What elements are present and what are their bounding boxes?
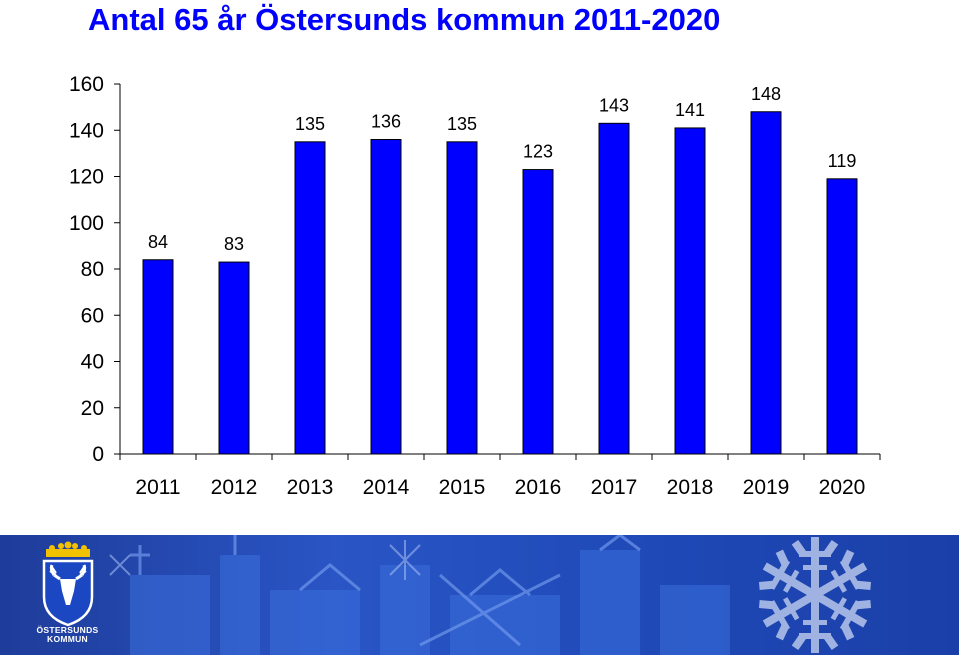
y-tick-label: 60: [81, 304, 104, 327]
y-tick-label: 120: [69, 166, 104, 189]
x-tick-label-2020: 2020: [819, 476, 866, 499]
bar-2016: [522, 169, 554, 455]
y-tick-label: 0: [92, 443, 104, 466]
x-tick-label-2011: 2011: [135, 476, 180, 499]
data-label-2012: 83: [224, 234, 244, 254]
snowflake-icon: [753, 537, 877, 653]
data-label-2013: 135: [295, 114, 325, 134]
y-tick-label: 40: [81, 351, 104, 374]
x-tick-label-2014: 2014: [363, 476, 410, 499]
bar-2020: [826, 178, 858, 455]
y-tick-label: 80: [81, 258, 104, 281]
bar-2018: [674, 127, 706, 455]
y-tick-label: 20: [81, 397, 104, 420]
x-tick-label-2019: 2019: [743, 476, 790, 499]
chart-title: Antal 65 år Östersunds kommun 2011-2020: [88, 2, 721, 37]
bar-2014: [370, 139, 402, 455]
data-label-2019: 148: [751, 84, 781, 104]
y-tick-label: 140: [69, 119, 104, 142]
x-tick-label-2016: 2016: [515, 476, 562, 499]
data-label-2017: 143: [599, 95, 629, 115]
data-label-2015: 135: [447, 114, 477, 134]
x-tick-label-2012: 2012: [211, 476, 258, 499]
data-label-2016: 123: [523, 142, 553, 162]
data-label-2014: 136: [371, 112, 401, 132]
x-tick-label-2017: 2017: [591, 476, 638, 499]
bar-2013: [294, 141, 326, 455]
logo-text: ÖSTERSUNDS KOMMUN: [30, 626, 105, 644]
x-tick-label-2018: 2018: [667, 476, 714, 499]
snowflake-pattern-background: [42, 535, 877, 655]
bar-2012: [218, 261, 250, 455]
bar-2019: [750, 111, 782, 455]
data-label-2020: 119: [828, 151, 857, 171]
y-tick-label: 100: [69, 212, 104, 235]
moose-coat-of-arms-icon: [42, 541, 94, 627]
bar-2015: [446, 141, 478, 455]
footer-banner: ÖSTERSUNDS KOMMUN: [0, 535, 959, 655]
y-tick-label: 160: [69, 73, 104, 96]
x-tick-label-2013: 2013: [287, 476, 334, 499]
bar-2011: [142, 259, 174, 455]
x-tick-label-2015: 2015: [439, 476, 486, 499]
bar-chart: 0 20 40 60 80 100 120 140 160 84 2011 83 2012 135 2013…: [69, 73, 881, 499]
logo-line2: KOMMUN: [47, 634, 88, 644]
logo-line1: ÖSTERSUNDS: [36, 625, 99, 635]
data-label-2018: 141: [675, 100, 705, 120]
bar-2017: [598, 122, 630, 455]
data-label-2011: 84: [148, 232, 168, 252]
